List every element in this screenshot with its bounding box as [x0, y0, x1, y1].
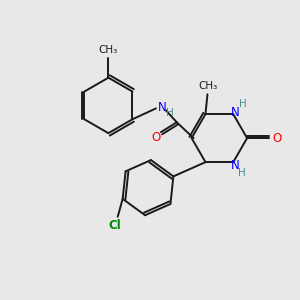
- Text: O: O: [272, 132, 281, 145]
- Text: N: N: [231, 159, 240, 172]
- Text: N: N: [158, 101, 166, 114]
- Text: N: N: [231, 106, 240, 118]
- Text: H: H: [238, 168, 246, 178]
- Text: Cl: Cl: [108, 219, 121, 232]
- Text: CH₃: CH₃: [99, 45, 118, 55]
- Text: O: O: [151, 130, 160, 144]
- Text: H: H: [166, 108, 174, 118]
- Text: CH₃: CH₃: [199, 81, 218, 91]
- Text: H: H: [239, 99, 247, 109]
